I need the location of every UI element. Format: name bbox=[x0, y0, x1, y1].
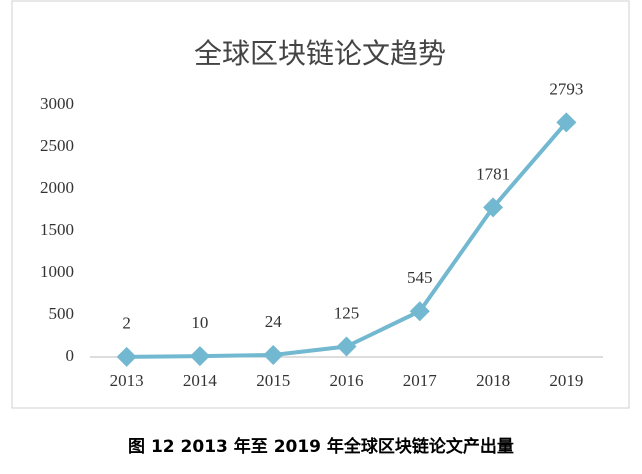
data-label: 545 bbox=[407, 268, 433, 287]
x-tick-label: 2019 bbox=[549, 371, 583, 390]
y-tick-label: 500 bbox=[49, 304, 75, 323]
x-tick-label: 2015 bbox=[256, 371, 290, 390]
data-point bbox=[483, 197, 504, 218]
x-tick-label: 2017 bbox=[403, 371, 438, 390]
data-point bbox=[116, 346, 137, 367]
figure-caption: 图 12 2013 年至 2019 年全球区块链论文产出量 bbox=[128, 436, 514, 457]
y-tick-label: 1500 bbox=[40, 220, 74, 239]
x-tick-label: 2014 bbox=[183, 371, 218, 390]
x-tick-label: 2013 bbox=[110, 371, 144, 390]
y-tick-label: 2000 bbox=[40, 178, 74, 197]
y-tick-label: 2500 bbox=[40, 136, 74, 155]
data-point bbox=[556, 112, 577, 133]
data-point bbox=[263, 344, 284, 365]
data-label: 2 bbox=[122, 314, 131, 333]
chart-title: 全球区块链论文趋势 bbox=[194, 37, 446, 70]
y-tick-label: 0 bbox=[66, 346, 75, 365]
x-tick-label: 2016 bbox=[330, 371, 364, 390]
data-label: 24 bbox=[265, 312, 283, 331]
data-point bbox=[409, 301, 430, 322]
data-point bbox=[189, 346, 210, 367]
data-label: 1781 bbox=[476, 164, 510, 183]
chart-frame bbox=[11, 0, 630, 409]
data-label: 2793 bbox=[549, 79, 583, 98]
data-label: 10 bbox=[191, 313, 208, 332]
y-tick-label: 3000 bbox=[40, 94, 74, 113]
x-tick-label: 2018 bbox=[476, 371, 510, 390]
y-tick-label: 1000 bbox=[40, 262, 74, 281]
data-label: 125 bbox=[334, 303, 360, 322]
data-point bbox=[336, 336, 357, 357]
